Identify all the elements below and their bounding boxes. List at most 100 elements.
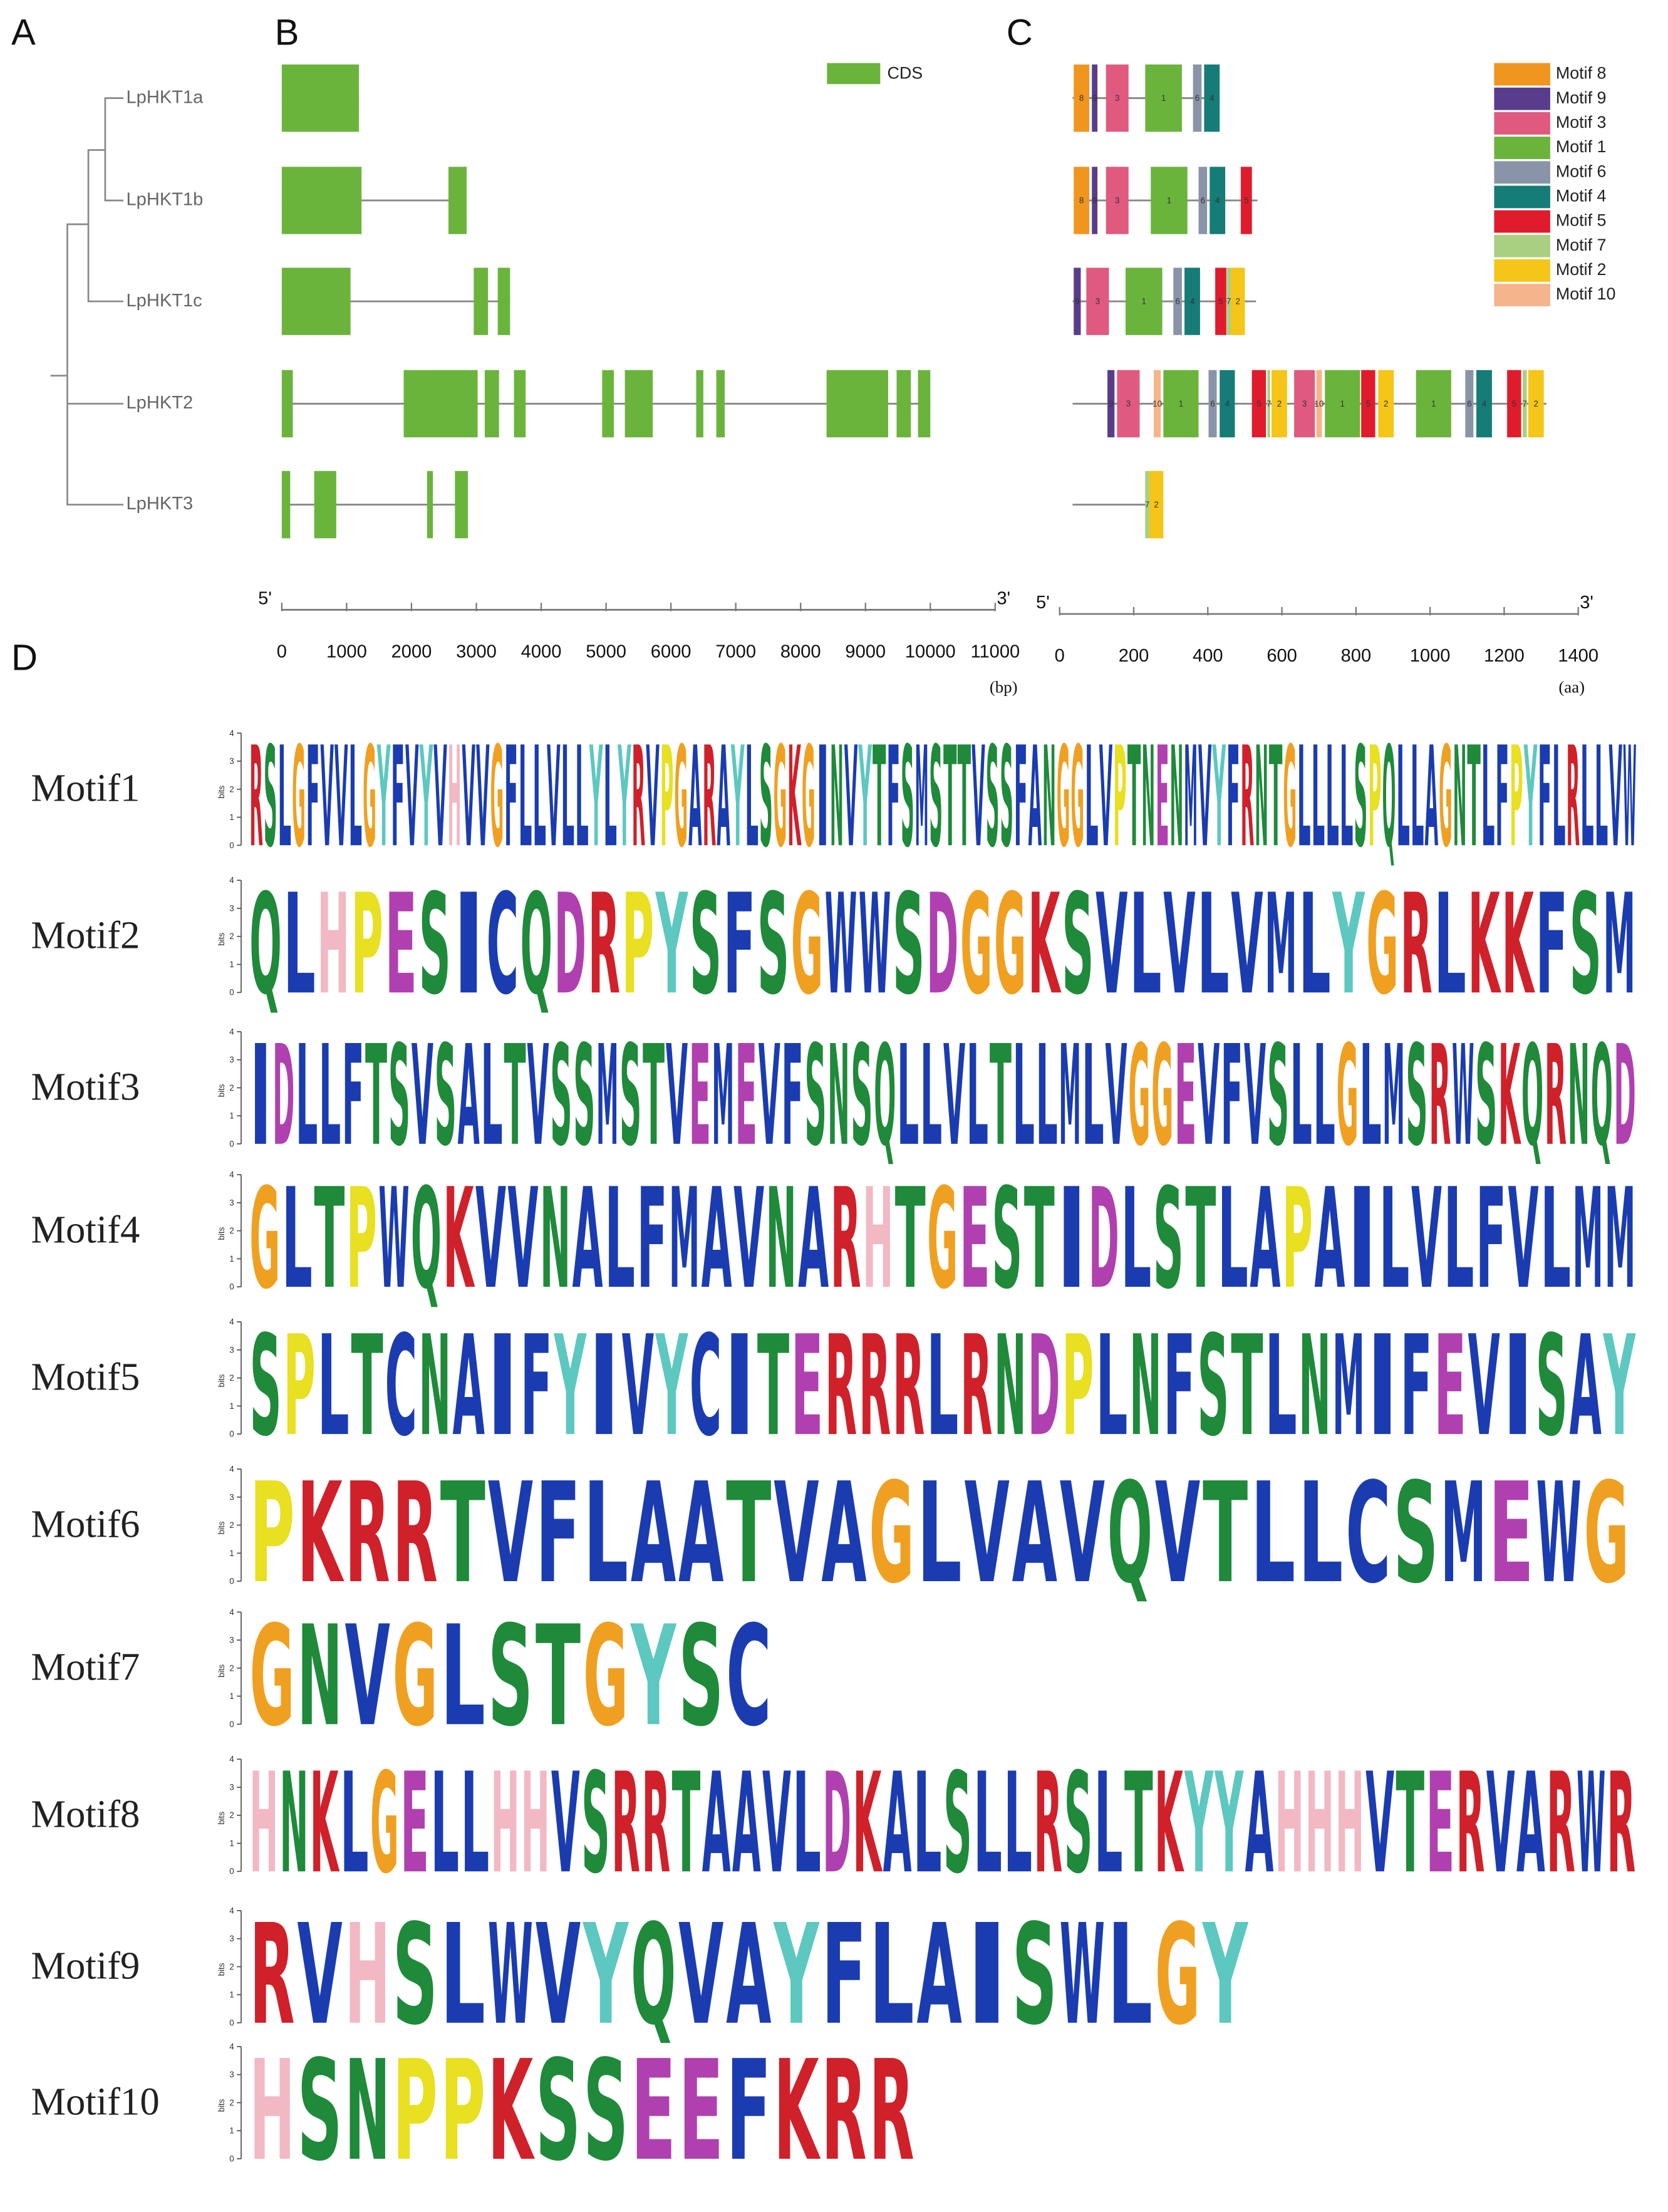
motif-box [1522, 370, 1527, 438]
tick-label: 200 [1119, 646, 1149, 666]
tick-label: 0 [229, 1577, 234, 1586]
tick-label: 2 [229, 1520, 234, 1530]
exon [281, 167, 362, 234]
tick-label: 2 [229, 784, 234, 794]
exon [896, 370, 911, 438]
tick-label: 0 [229, 1139, 234, 1148]
legend-label: Motif 5 [1556, 211, 1607, 230]
motif-box [1378, 370, 1394, 438]
tick-label: 1200 [1484, 646, 1525, 666]
legend-swatch [827, 63, 881, 85]
legend-label: Motif 8 [1556, 64, 1607, 83]
tick-label: 600 [1267, 646, 1297, 666]
tick-label: 6000 [651, 641, 692, 662]
tick-label: 4 [229, 1465, 234, 1474]
legend-swatch [1494, 259, 1550, 282]
logo-sequence: GLTPWQKVVNALFMAVNARHTGESTIDLSTLAPAILVLFV… [249, 1160, 1635, 1321]
tick-label: 3 [229, 1198, 234, 1207]
motif-box [1074, 267, 1081, 335]
motif-box [1230, 267, 1245, 335]
motif-box-label: 10 [1315, 399, 1324, 408]
tick-label: 2 [229, 932, 234, 941]
tick-label: 1 [229, 1691, 234, 1701]
motif-box [1107, 370, 1115, 438]
motif-box-label: 6 [1467, 399, 1471, 408]
exon [716, 370, 725, 438]
five-prime: 5' [258, 588, 272, 608]
legend-swatch [1494, 210, 1550, 233]
motif-box-label: 6 [1195, 93, 1199, 103]
motif-name: Motif10 [31, 2079, 159, 2123]
motif-box-label: 8 [1079, 93, 1084, 103]
motif-box-label: 3 [1096, 297, 1100, 306]
tick-label: 2 [229, 2098, 234, 2107]
motif-name: Motif1 [31, 766, 140, 810]
tick-label: 3 [229, 1055, 234, 1064]
motif-box [1198, 167, 1208, 234]
tick-label: 2 [229, 1962, 234, 1971]
motif-box [1215, 267, 1226, 335]
exon [448, 167, 467, 234]
unit-label: (aa) [1558, 677, 1585, 696]
motif-name: Motif4 [31, 1208, 140, 1252]
motif-box-label: 5 [1256, 399, 1261, 408]
motif-name: Motif6 [31, 1502, 140, 1545]
axis-label: bits [217, 1227, 226, 1240]
motif-box-label: 4 [1190, 297, 1195, 306]
panel-label: C [1007, 13, 1033, 53]
panel-label: D [11, 638, 38, 678]
motif-box-label: 9 [1075, 297, 1079, 306]
legend-swatch [1494, 234, 1550, 257]
motif-box-label: 2 [1534, 399, 1538, 408]
three-prime: 3' [997, 588, 1010, 608]
tick-label: 3 [229, 1782, 234, 1792]
motif-name: Motif9 [31, 1943, 140, 1987]
motif-box-label: 2 [1235, 297, 1240, 306]
tick-label: 0 [229, 1430, 234, 1439]
motif-box [1117, 370, 1140, 438]
motif-box-label: 6 [1201, 195, 1205, 205]
gene-name: LpHKT2 [126, 393, 193, 413]
tick-label: 1000 [326, 641, 367, 662]
motif-box [1151, 167, 1188, 234]
exon [624, 370, 653, 438]
exon [484, 370, 499, 438]
motif-box-label: 9 [1092, 195, 1097, 205]
motif-box [1251, 370, 1267, 438]
tick-label: 7000 [715, 641, 756, 662]
motif-box [1145, 470, 1149, 539]
tick-label: 0 [229, 1720, 234, 1729]
motif-box-label: 1 [1167, 195, 1171, 205]
motif-box [1226, 267, 1231, 335]
exon [918, 370, 931, 438]
tick-label: 4 [229, 1170, 234, 1180]
motif-name: Motif8 [31, 1792, 140, 1836]
motif-box [1208, 370, 1217, 438]
legend-label: Motif 4 [1556, 186, 1607, 205]
motif-box [1149, 470, 1164, 539]
motif-box-label: 5 [1512, 399, 1516, 408]
legend-swatch [1494, 137, 1550, 159]
motif-box [1126, 267, 1163, 335]
motif-box-label: 9 [1092, 93, 1097, 103]
exon [281, 370, 293, 438]
tick-label: 0 [229, 2018, 234, 2027]
legend-label: CDS [888, 64, 923, 83]
tick-label: 2000 [391, 641, 432, 662]
tick-label: 2 [229, 1663, 234, 1673]
tick-label: 3 [229, 1636, 234, 1645]
axis-label: bits [217, 1812, 226, 1825]
motif-box [1106, 64, 1129, 132]
motif-box-label: 1 [1340, 399, 1345, 408]
logo-sequence: H S N P P KS S E E F KR R [249, 2032, 914, 2192]
tick-label: 400 [1193, 646, 1223, 666]
tick-label: 3 [229, 903, 234, 913]
legend-label: Motif 3 [1556, 113, 1607, 132]
motif-box [1153, 370, 1161, 438]
legend-label: Motif 10 [1556, 284, 1616, 303]
motif-box-label: 6 [1210, 399, 1215, 408]
panel-label: B [275, 13, 299, 53]
motif-box-label: 6 [1175, 297, 1179, 306]
tick-label: 0 [229, 1867, 234, 1876]
logo-sequence: RSLGFVVLGYFVYVHVVGFLLVLLYLYRVPGARAYLSGKG… [249, 718, 1636, 879]
